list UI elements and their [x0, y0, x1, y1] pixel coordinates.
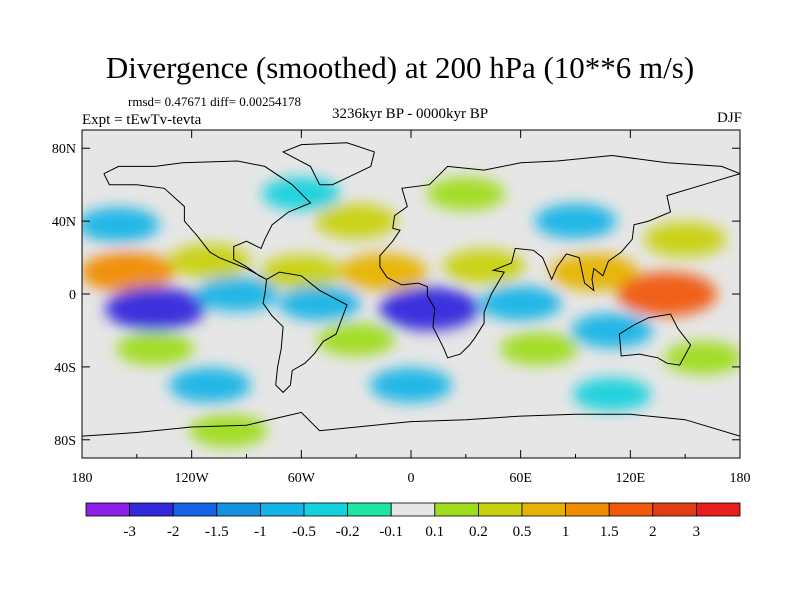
- y-tick-label: 80S: [54, 434, 76, 449]
- map-panel: [81, 129, 741, 459]
- colorbar-label: 2: [649, 524, 657, 540]
- x-tick-label: 0: [408, 471, 415, 486]
- coastline-north-america: [103, 160, 312, 280]
- colorbar-swatch: [390, 502, 436, 517]
- colorbar-label: -2: [167, 524, 180, 540]
- field-blob: [115, 332, 195, 366]
- colorbar-swatch: [521, 502, 566, 517]
- field-blob: [168, 243, 251, 279]
- x-tick-label: 120E: [616, 471, 646, 486]
- coastlines: [82, 142, 740, 437]
- field-blob: [549, 253, 638, 292]
- colorbar-swatch: [696, 502, 741, 517]
- coastline-greenland: [281, 142, 375, 186]
- x-tick-label: 180: [72, 471, 93, 486]
- x-tick-label: 60W: [288, 471, 316, 486]
- field-blob: [105, 286, 206, 331]
- colorbar-swatch: [172, 502, 218, 517]
- field-blob: [82, 207, 160, 243]
- colorbar-swatch: [129, 502, 174, 517]
- colorbar-label: -1: [254, 524, 267, 540]
- field-blob: [196, 276, 279, 312]
- experiment-label: Expt = tEwTv-tevta: [82, 112, 202, 128]
- coastline-antarctica: [82, 411, 740, 437]
- colorbar-label: 0.5: [513, 524, 532, 540]
- x-tick-label: 180: [730, 471, 751, 486]
- colorbar-label: -3: [123, 524, 136, 540]
- colorbar-swatch: [565, 502, 610, 517]
- colorbar-swatch: [347, 502, 392, 517]
- field-blob: [426, 177, 506, 211]
- colorbar-label: -0.5: [292, 524, 316, 540]
- field-blob: [534, 203, 617, 239]
- y-tick-label: 40N: [52, 215, 76, 230]
- x-tick-label: 120W: [175, 471, 210, 486]
- coastline-south-america: [262, 271, 348, 394]
- field-blob: [572, 377, 652, 411]
- colorbar-label: 1.5: [600, 524, 619, 540]
- field-blob: [571, 312, 654, 348]
- colorbar-label: 0.1: [425, 524, 444, 540]
- colorbar-label: 3: [693, 524, 701, 540]
- x-tick-label: 60E: [509, 471, 532, 486]
- coastline-eurasia-africa: [379, 154, 740, 359]
- field-blob: [82, 251, 175, 293]
- colorbar-label: 1: [562, 524, 570, 540]
- colorbar-swatch: [85, 502, 130, 517]
- field-blob: [260, 254, 343, 290]
- field-blob: [189, 414, 268, 448]
- field-blob: [479, 285, 562, 321]
- colorbar-label: -0.2: [336, 524, 360, 540]
- colorbar-label: -1.5: [205, 524, 229, 540]
- field-blob: [616, 272, 717, 316]
- colorbar-swatch: [608, 502, 654, 517]
- field-blob: [499, 332, 579, 366]
- colorbar-swatch: [434, 502, 479, 517]
- period-label: 3236kyr BP - 0000kyr BP: [331, 106, 489, 122]
- colorbar-label: 0.2: [469, 524, 488, 540]
- y-tick-label: 80N: [52, 142, 76, 157]
- colorbar-swatch: [216, 502, 261, 517]
- coastline-australia: [618, 313, 692, 366]
- colorbar: -3 -2 -1.5 -1 -0.5 -0.2 -0.1 0.1 0.2 0.5 1 1.5 2 3: [85, 502, 741, 540]
- colorbar-swatch: [652, 502, 697, 517]
- field-blob: [644, 221, 727, 257]
- y-tick-label: 0: [69, 288, 76, 303]
- divergence-field: [82, 177, 740, 448]
- colorbar-swatch: [477, 502, 523, 517]
- field-blob: [370, 367, 452, 403]
- chart-title: Divergence (smoothed) at 200 hPa (10**6 …: [105, 50, 695, 85]
- stats-text: rmsd= 0.47671 diff= 0.00254178: [128, 94, 301, 109]
- field-blob: [379, 286, 480, 331]
- field-blob: [664, 341, 740, 375]
- field-blob: [443, 249, 526, 285]
- colorbar-swatch: [303, 502, 348, 517]
- season-label: DJF: [716, 110, 742, 126]
- field-blob: [168, 367, 251, 403]
- field-blob: [278, 285, 361, 321]
- field-blob: [315, 203, 398, 239]
- colorbar-swatch: [259, 502, 305, 517]
- y-tick-label: 40S: [54, 361, 76, 376]
- colorbar-label: -0.1: [379, 524, 403, 540]
- field-blob: [316, 322, 396, 357]
- x-axis: 180 120W 60W 0 60E 120E 180: [72, 130, 751, 486]
- y-axis: 80N 40N 0 40S 80S: [52, 142, 740, 449]
